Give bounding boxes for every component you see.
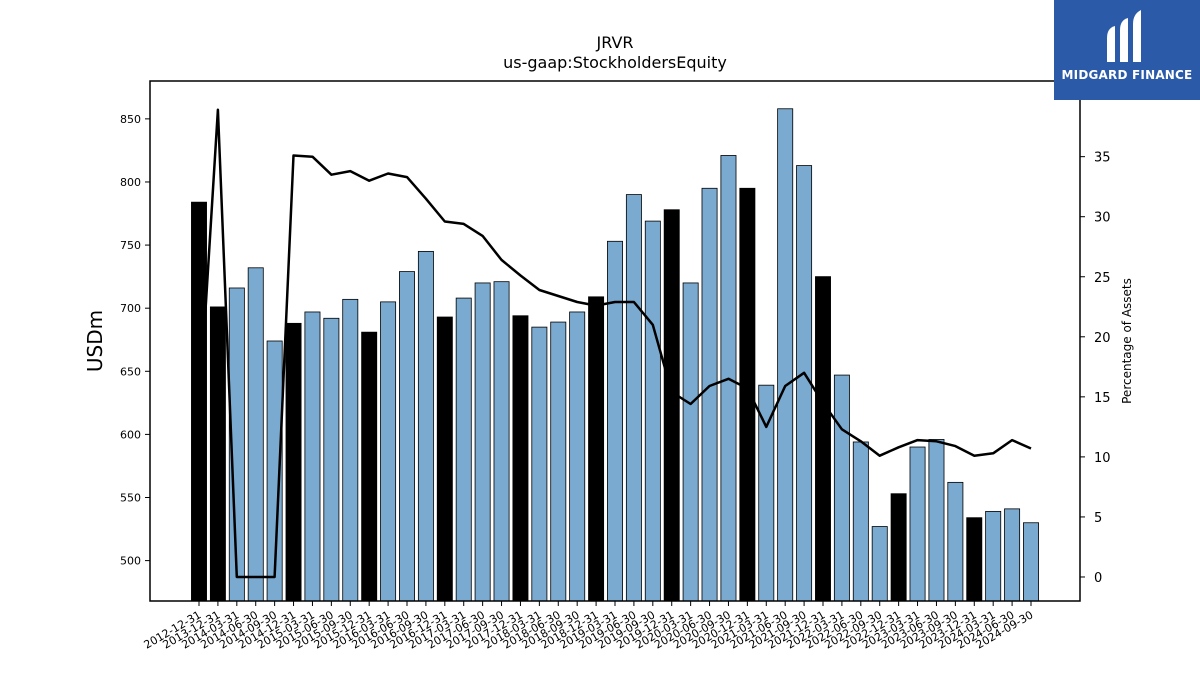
y2-tick-label: 20 [1094,331,1111,346]
bar-2023-03-31 [909,446,926,602]
bar-2019-09-30 [644,220,661,602]
bar-2021-06-30 [777,108,794,602]
y2-tick-label: 0 [1094,571,1102,586]
bar-2017-03-31 [455,297,472,602]
bar-2017-06-30 [474,282,491,602]
bar-2022-06-30 [852,441,869,602]
bar-2019-03-31 [607,240,623,602]
bar-2018-12-31 [588,296,605,602]
bar-2016-03-31 [380,301,397,602]
bar-2013-12-31 [209,306,226,602]
y2-tick-label: 25 [1094,271,1111,286]
y-axis-label: USDm [83,310,107,372]
bar-2015-09-30 [342,298,359,602]
logo-icon [1107,10,1141,62]
brand-logo: MIDGARD FINANCE [1054,0,1200,100]
y-tick-label: 750 [120,239,141,252]
bar-2023-12-31 [966,517,983,602]
bar-2020-03-31 [682,282,699,602]
bar-2019-12-31 [663,209,680,602]
chart-subtitle: us-gaap:StockholdersEquity [503,53,727,72]
bar-2022-03-31 [833,374,850,602]
y-tick-label: 550 [120,492,141,505]
bar-2018-06-30 [550,321,567,602]
bar-2020-12-31 [739,187,756,602]
line-layer [197,108,1032,579]
bar-2023-06-30 [928,439,945,602]
y2-tick-label: 15 [1094,391,1111,406]
x-axis-ticks: 2012-12-312013-12-312014-03-312014-06-30… [142,601,1036,652]
y2-tick-label: 30 [1094,211,1111,226]
bar-2019-06-30 [625,194,642,602]
bar-2024-03-31 [985,510,1002,602]
bar-2024-09-30 [1023,522,1039,602]
bar-2015-03-31 [304,311,321,602]
bar-2017-09-30 [493,281,510,602]
chart-title: JRVR [595,33,633,52]
y-tick-label: 850 [120,113,141,126]
bar-2018-03-31 [531,326,548,602]
y-tick-label: 650 [120,365,141,378]
brand-name: MIDGARD FINANCE [1061,68,1193,82]
bar-2014-12-31 [285,322,302,602]
bar-2020-06-30 [701,187,718,602]
bar-2021-12-31 [815,276,831,602]
y2-tick-label: 10 [1094,451,1111,466]
y2-tick-label: 5 [1094,511,1102,526]
bar-2024-06-30 [1004,508,1021,602]
bar-2014-06-30 [247,267,264,602]
bar-2015-12-31 [361,331,378,602]
bar-2018-09-30 [569,311,586,602]
y-tick-label: 500 [120,555,141,568]
bar-2023-09-30 [947,481,964,602]
bar-2015-06-30 [323,317,340,602]
y2-axis-ticks: 0 5 10 15 20 25 30 35 [1080,151,1111,586]
y2-axis-label: Percentage of Assets [1120,278,1134,404]
bar-2022-09-30 [871,526,888,602]
percentage-line [197,108,1032,579]
y2-tick-label: 35 [1094,151,1111,166]
bars-group [191,108,1039,602]
bar-2016-06-30 [399,271,415,602]
y-tick-label: 600 [120,428,141,441]
y-axis-ticks: 500 550 600 650 700 750 800 850 [120,113,150,568]
y-tick-label: 700 [120,302,141,315]
y-tick-label: 800 [120,176,141,189]
bar-2017-12-31 [512,315,529,602]
bar-2022-12-31 [890,493,907,602]
bar-2016-12-31 [436,316,453,602]
bar-2016-09-30 [417,250,434,602]
